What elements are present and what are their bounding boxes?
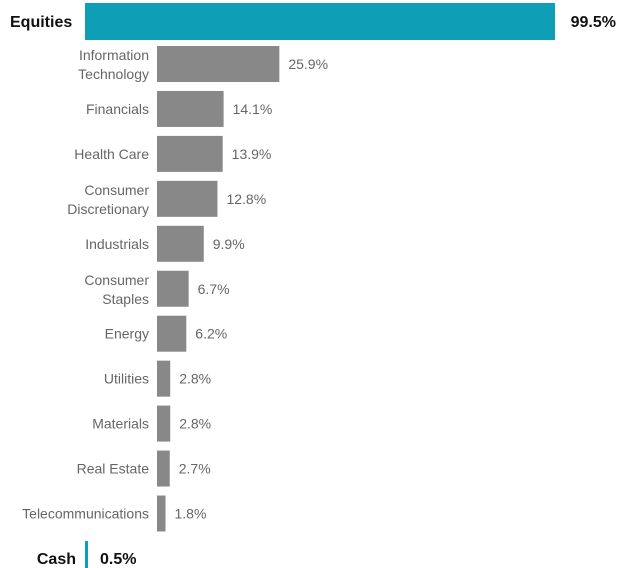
value-label-1: 14.1% xyxy=(233,101,273,117)
category-label-9: Real Estate xyxy=(77,461,150,477)
category-label-7: Utilities xyxy=(104,371,149,387)
cash-label: Cash xyxy=(37,551,76,568)
bar-10 xyxy=(157,495,166,532)
bar-3 xyxy=(157,180,218,217)
equities-label: Equities xyxy=(10,14,72,31)
bar-4 xyxy=(157,225,204,262)
bar-5 xyxy=(157,270,189,307)
value-label-8: 2.8% xyxy=(179,416,211,432)
value-label-9: 2.7% xyxy=(179,461,211,477)
category-label-3: Consumer Discretionary xyxy=(67,182,149,217)
category-label-1: Financials xyxy=(86,101,149,117)
bar-2 xyxy=(157,135,223,172)
cash-bar xyxy=(85,541,88,568)
category-label-6: Energy xyxy=(105,326,149,342)
bar-9 xyxy=(157,450,170,487)
category-label-5: Consumer Staples xyxy=(84,272,149,307)
value-label-7: 2.8% xyxy=(179,371,211,387)
value-label-6: 6.2% xyxy=(195,326,227,342)
category-label-10: Telecommunications xyxy=(22,506,149,522)
bar-1 xyxy=(157,90,224,127)
value-label-3: 12.8% xyxy=(226,191,266,207)
value-label-5: 6.7% xyxy=(198,281,230,297)
bar-8 xyxy=(157,405,171,442)
value-label-2: 13.9% xyxy=(232,146,272,162)
equities-value: 99.5% xyxy=(571,14,616,31)
bar-6 xyxy=(157,315,187,352)
value-label-4: 9.9% xyxy=(213,236,245,252)
bar-0 xyxy=(157,46,280,82)
category-label-0: Information Technology xyxy=(78,47,149,82)
equities-bar xyxy=(85,3,555,40)
value-label-0: 25.9% xyxy=(288,56,328,72)
bar-7 xyxy=(157,360,171,397)
category-label-4: Industrials xyxy=(85,236,149,252)
cash-value: 0.5% xyxy=(100,551,136,568)
category-label-2: Health Care xyxy=(74,146,149,162)
value-label-10: 1.8% xyxy=(175,506,207,522)
category-label-8: Materials xyxy=(92,416,149,432)
